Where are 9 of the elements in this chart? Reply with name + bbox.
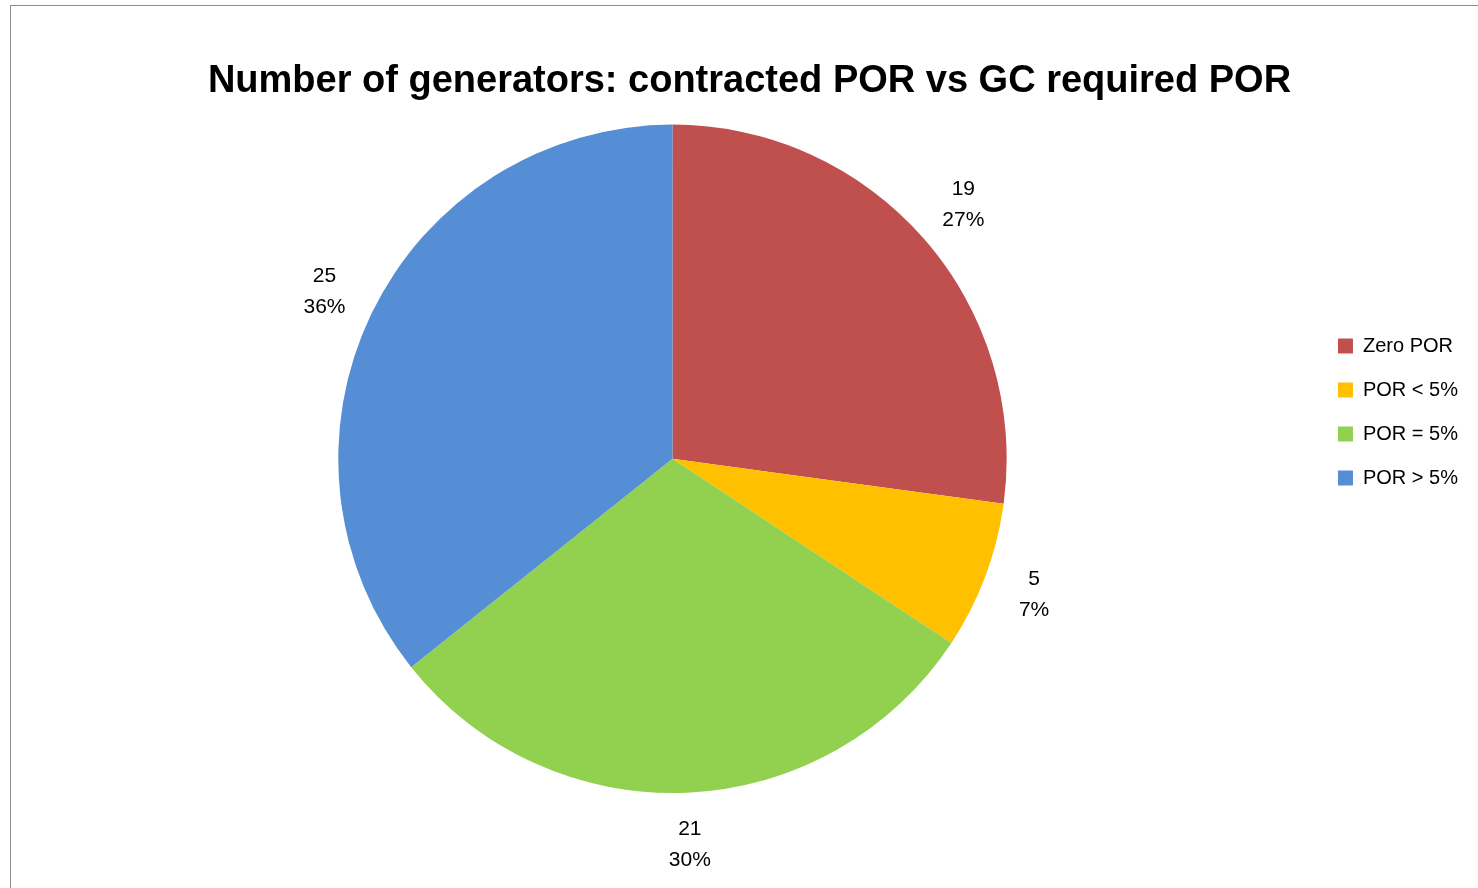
data-label: 19 27% (942, 176, 985, 230)
legend-label: POR = 5% (1362, 421, 1459, 444)
legend-label: Zero POR (1362, 333, 1453, 356)
legend-label: POR > 5% (1362, 465, 1459, 488)
chart-title: Number of generators: contracted POR vs GC required POR (207, 58, 1292, 101)
legend-label: POR < 5% (1362, 377, 1459, 400)
data-label: 21 30% (668, 815, 711, 870)
data-label: 25 36% (303, 262, 346, 317)
data-label: 5 7% (1018, 565, 1050, 620)
